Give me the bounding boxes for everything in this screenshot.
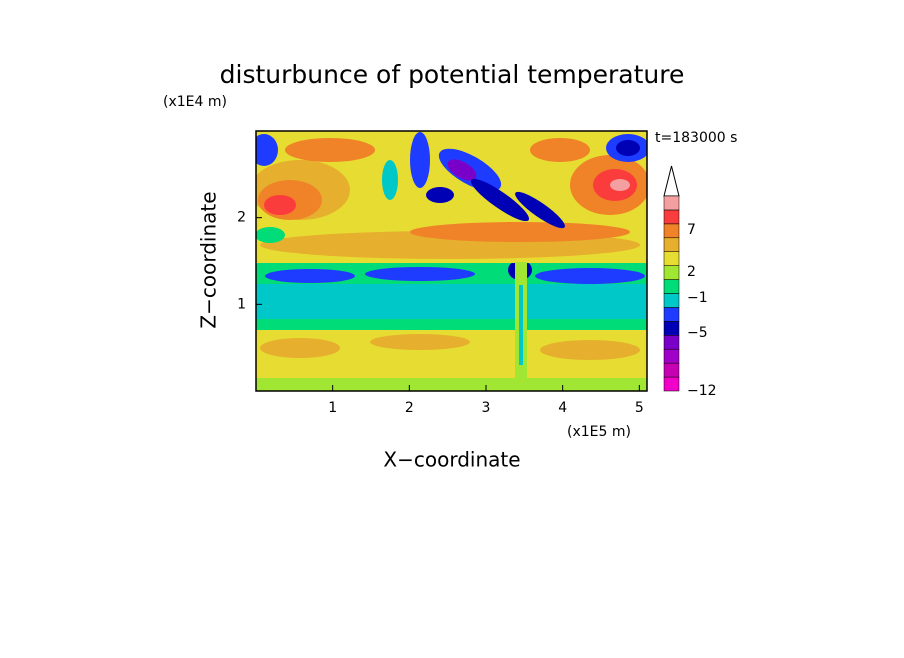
colorbar-box [663,348,680,364]
time-annotation: t=183000 s [655,130,737,146]
y-axis-label: Z−coordinate [197,191,221,328]
colorbar-box [663,279,680,294]
y-unit: (x1E4 m) [163,94,227,110]
y-tick-label: 2 [237,210,246,226]
colorbar-box [663,237,680,252]
chart-title: disturbunce of potential temperature [220,60,685,89]
colorbar-box [663,293,680,308]
colorbar-label: −1 [687,290,708,306]
colorbar-box [663,251,680,266]
colorbar-label: 7 [687,222,696,238]
colorbar-box [663,362,680,378]
colorbar-label: −12 [687,383,717,399]
y-tick-label: 1 [237,296,246,312]
colorbar-box [663,223,680,239]
x-tick-label: 3 [482,400,491,416]
colorbar-label: −5 [687,325,708,341]
colorbar-arrow [663,165,680,197]
colorbar-box [663,335,680,350]
colorbar-box [663,376,680,392]
x-tick-label: 5 [635,400,644,416]
colorbar-box [663,195,680,211]
contour-field [256,131,647,391]
colorbar-box [663,307,680,322]
x-unit: (x1E5 m) [567,424,631,440]
x-tick-label: 1 [328,400,337,416]
plot-frame [255,130,648,392]
x-tick-label: 2 [405,400,414,416]
x-axis-label: X−coordinate [383,448,520,472]
colorbar-box [663,209,680,225]
colorbar-box [663,321,680,336]
colorbar-label: 2 [687,264,696,280]
x-tick-label: 4 [558,400,567,416]
colorbar-box [663,265,680,280]
